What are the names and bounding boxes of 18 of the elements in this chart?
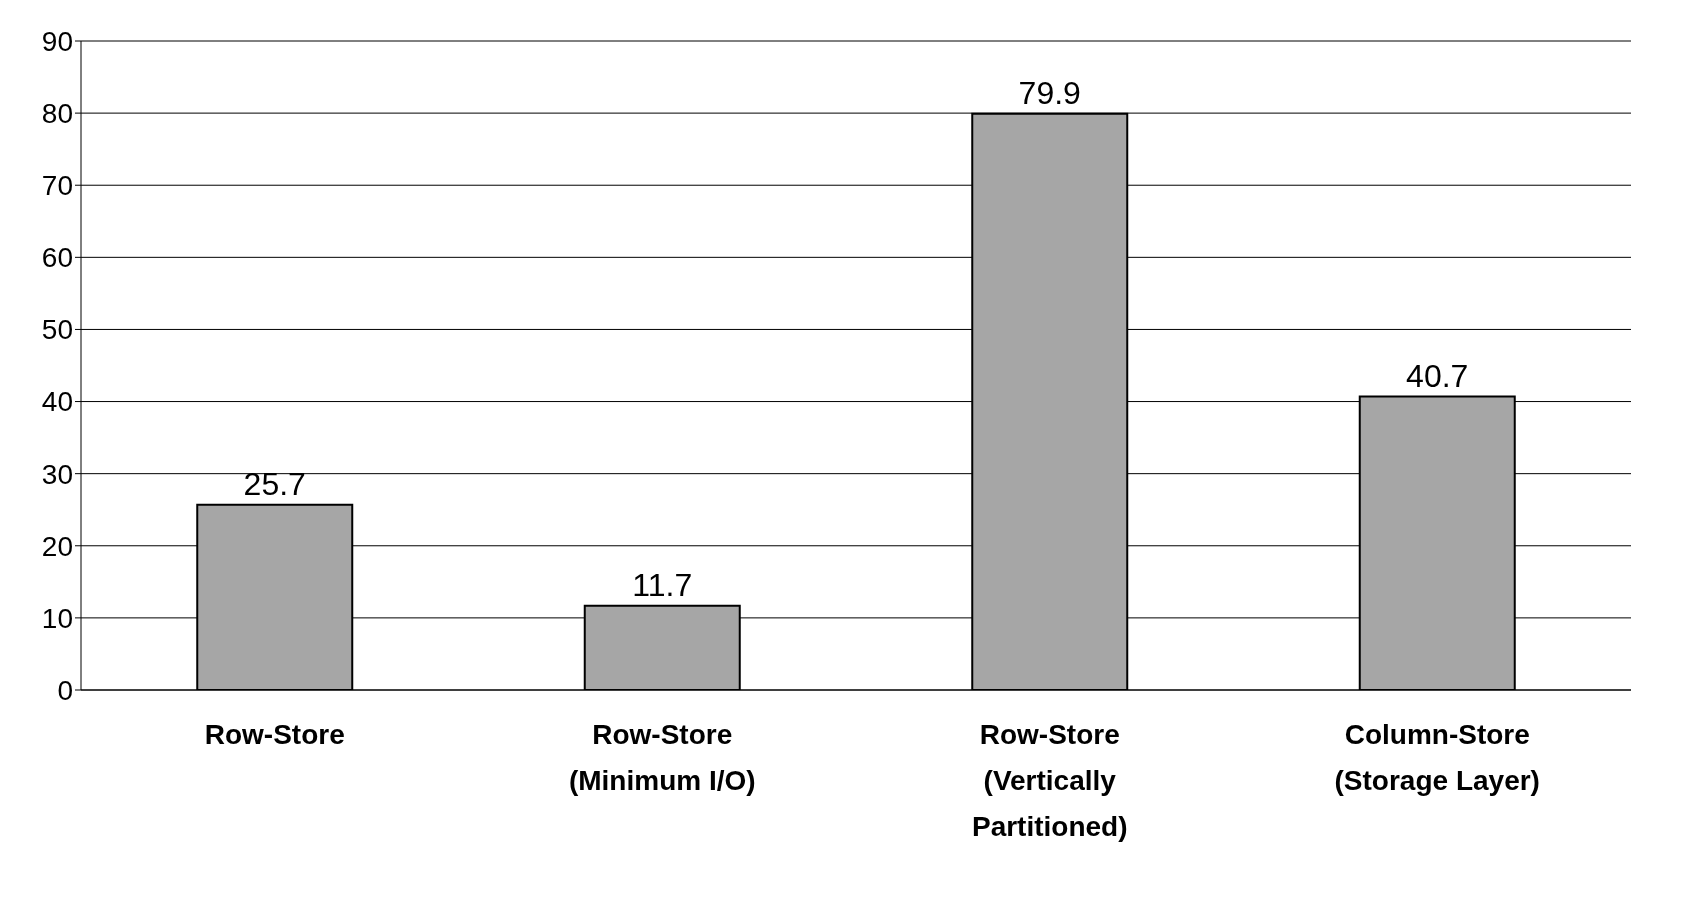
y-tick-label: 20 bbox=[41, 530, 73, 562]
y-tick-label: 50 bbox=[41, 314, 73, 346]
data-label: 79.9 bbox=[1018, 74, 1081, 111]
y-tick-label: 40 bbox=[41, 386, 73, 418]
y-tick-label: 0 bbox=[57, 674, 73, 706]
y-tick-label: 90 bbox=[41, 25, 73, 57]
y-tick-label: 60 bbox=[41, 242, 73, 274]
x-tick-label: Column-Store (Storage Layer) bbox=[1334, 719, 1540, 796]
y-tick-label: 80 bbox=[41, 98, 73, 130]
y-tick-label: 30 bbox=[41, 458, 73, 490]
data-label: 11.7 bbox=[632, 566, 693, 603]
data-label: 40.7 bbox=[1406, 357, 1469, 394]
y-tick-label: 70 bbox=[41, 170, 73, 202]
data-label: 25.7 bbox=[243, 465, 306, 502]
x-tick-label: Row-Store (Minimum I/O) bbox=[568, 719, 756, 796]
y-tick-label: 10 bbox=[41, 602, 73, 634]
x-tick-label: Row-Store bbox=[204, 719, 345, 750]
x-tick-label: Row-Store (Vertically Partitioned) bbox=[971, 719, 1128, 842]
